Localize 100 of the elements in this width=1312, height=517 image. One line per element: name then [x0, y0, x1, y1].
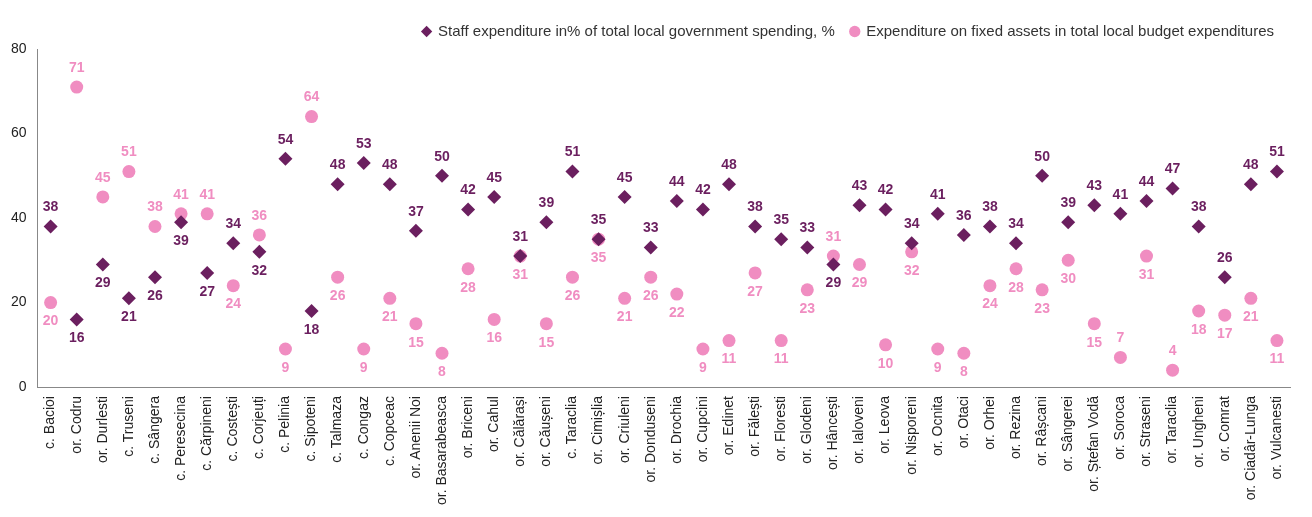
point: [1192, 304, 1206, 318]
x-tick-label: c. Talmaza: [328, 395, 345, 463]
point: [382, 177, 397, 192]
point: [487, 312, 501, 326]
x-tick-label: or. Ciadâr-Lunga: [1241, 395, 1258, 501]
point: [356, 156, 371, 171]
point: [226, 236, 241, 251]
data-label: 51: [121, 143, 137, 160]
point: [539, 317, 553, 331]
data-label: 48: [1243, 156, 1259, 173]
data-label: 44: [669, 172, 685, 189]
x-tick-label: or. Taraclia: [1163, 395, 1180, 464]
point: [1165, 181, 1180, 196]
point: [565, 164, 580, 179]
data-label: 7: [1116, 329, 1125, 346]
data-label: 18: [303, 320, 320, 337]
data-label: 41: [173, 185, 190, 202]
data-label: 11: [721, 350, 737, 367]
point: [1218, 308, 1232, 322]
data-label: 53: [355, 134, 372, 151]
x-tick-label: c. Sângera: [145, 395, 162, 464]
data-label: 50: [1034, 147, 1051, 164]
data-label: 45: [486, 168, 503, 185]
point: [408, 223, 423, 238]
data-label: 32: [251, 261, 268, 278]
point: [383, 291, 397, 305]
point: [357, 342, 371, 356]
point: [96, 190, 110, 204]
x-tick-label: or. Briceni: [458, 396, 475, 459]
data-label: 48: [329, 156, 346, 173]
data-label: 39: [1060, 194, 1077, 211]
data-label: 27: [199, 282, 216, 299]
point: [565, 270, 579, 284]
data-label: 27: [747, 282, 764, 299]
data-label: 43: [851, 177, 868, 194]
data-label: 42: [460, 181, 477, 198]
x-tick-label: c. Sipoteni: [302, 396, 319, 462]
point: [748, 219, 763, 234]
point: [278, 342, 292, 356]
data-label: 33: [799, 219, 816, 236]
point: [43, 219, 58, 234]
data-label: 54: [277, 130, 294, 147]
point: [1113, 350, 1127, 364]
x-tick-label: c. Pelinia: [276, 395, 293, 453]
point: [331, 270, 345, 284]
point: [852, 258, 866, 271]
x-tick-label: or. Râșcani: [1032, 396, 1049, 467]
point: [435, 168, 449, 183]
data-label: 10: [877, 354, 894, 371]
data-label: 41: [929, 185, 946, 202]
point: [618, 291, 632, 305]
data-label: 31: [512, 227, 529, 244]
y-tick-label: 60: [10, 124, 27, 141]
data-label: 48: [721, 156, 738, 173]
data-label: 21: [1243, 308, 1259, 325]
point: [644, 270, 658, 284]
data-label: 38: [147, 198, 163, 215]
data-label: 23: [799, 299, 816, 316]
x-tick-label: or. Căușeni: [537, 396, 554, 467]
data-label: 31: [512, 265, 529, 282]
point: [1139, 249, 1153, 263]
data-label: 29: [851, 274, 868, 291]
point: [878, 202, 893, 217]
point: [122, 165, 136, 179]
data-label: 35: [773, 211, 790, 228]
x-tick-label: c. Cărpineni: [198, 396, 215, 471]
x-tick-label: c. Costești: [224, 396, 241, 462]
point: [226, 279, 240, 293]
x-tick-label: or. Comrat: [1215, 395, 1232, 462]
point: [95, 257, 110, 272]
data-label: 71: [68, 58, 85, 75]
point: [957, 346, 971, 360]
point: [1244, 291, 1258, 305]
data-label: 4: [1168, 342, 1177, 358]
data-label: 45: [616, 168, 633, 185]
data-label: 11: [773, 350, 789, 367]
point: [461, 262, 475, 276]
data-label: 41: [1112, 185, 1129, 202]
point: [69, 312, 84, 327]
data-label: 15: [538, 333, 555, 350]
data-label: 45: [95, 168, 111, 185]
point: [200, 265, 215, 280]
data-label: 38: [1190, 198, 1207, 215]
x-tick-label: or. Fălești: [745, 396, 762, 457]
data-label: 15: [408, 333, 424, 350]
y-tick-label: 80: [10, 39, 27, 56]
point: [1113, 206, 1128, 221]
point: [748, 266, 762, 280]
data-label: 11: [1269, 350, 1285, 367]
point: [852, 198, 867, 213]
point: [930, 206, 945, 221]
data-label: 16: [486, 329, 503, 346]
point: [1269, 164, 1284, 179]
data-label: 9: [281, 358, 290, 375]
data-label: 21: [616, 308, 633, 325]
data-label: 8: [438, 363, 447, 380]
data-label: 36: [956, 206, 972, 223]
data-label: 23: [1034, 299, 1051, 316]
data-label: 21: [382, 308, 398, 325]
x-tick-label: or. Ocnita: [928, 395, 945, 456]
